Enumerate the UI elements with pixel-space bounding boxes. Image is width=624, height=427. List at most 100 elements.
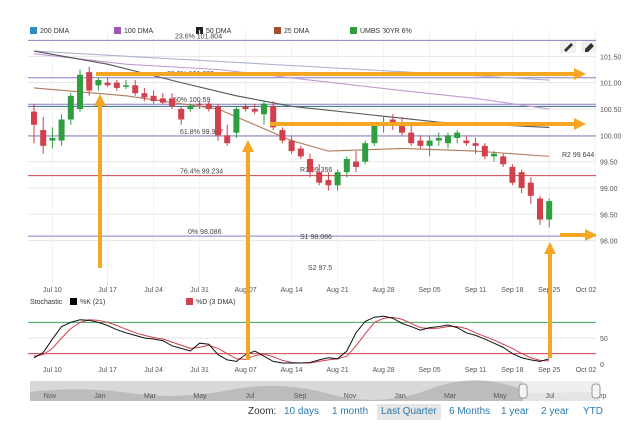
price-x-axis: Jul 10 Jul 17 Jul 24 Jul 31 Aug 07 Aug 14 Aug … bbox=[43, 287, 596, 294]
candle-body bbox=[215, 106, 221, 136]
candle-body bbox=[435, 137, 442, 141]
zoom-button-10-days[interactable]: 10 days bbox=[284, 406, 320, 417]
stochastic-panel: Stochastic %K (21) %D (3 DMA) 0 50 Jul 10 Jul … bbox=[28, 298, 608, 374]
zoom-button-1-year[interactable]: 1 year bbox=[501, 406, 529, 417]
candle-body bbox=[132, 85, 139, 94]
fib-level-label: 50% 100.59 bbox=[173, 97, 210, 104]
candle-body bbox=[343, 159, 350, 173]
stoch-x-tick-label: Aug 14 bbox=[281, 367, 303, 374]
candle-body bbox=[481, 145, 488, 157]
stoch-x-tick-label: Jul 24 bbox=[144, 367, 163, 374]
navigator-handle-left[interactable] bbox=[518, 383, 528, 399]
x-tick-label: Aug 28 bbox=[373, 287, 395, 294]
x-tick-label: Aug 14 bbox=[281, 287, 303, 294]
navigator-label: Jan bbox=[394, 393, 405, 400]
navigator[interactable]: NovJanMarMayJulSepNovJanMarMayJulSep bbox=[30, 380, 606, 401]
annotation-arrows bbox=[94, 68, 597, 360]
candle-body bbox=[178, 108, 185, 120]
stoch-x-tick-label: Sep 11 bbox=[465, 367, 487, 374]
candle-body bbox=[454, 132, 461, 138]
navigator-area bbox=[30, 380, 600, 401]
candle-body bbox=[169, 98, 175, 107]
legend-swatch bbox=[186, 298, 193, 305]
candle-body bbox=[251, 108, 258, 112]
pivot-label: R1 99.356 bbox=[300, 167, 332, 174]
candle-body bbox=[325, 180, 332, 186]
y-tick-label: 100.50 bbox=[600, 107, 622, 114]
candle-body bbox=[150, 95, 157, 102]
candle-body bbox=[288, 140, 295, 152]
stoch-d-line bbox=[33, 316, 550, 364]
candle-body bbox=[353, 161, 359, 167]
x-tick-label: Oct 02 bbox=[576, 287, 597, 294]
zoom-button-1-month[interactable]: 1 month bbox=[332, 406, 369, 417]
x-tick-label: Aug 07 bbox=[235, 287, 257, 294]
y-tick-label: 101.50 bbox=[600, 54, 622, 61]
navigator-label: May bbox=[493, 393, 507, 400]
stoch-x-tick-label: Jul 31 bbox=[190, 367, 209, 374]
zoom-button-6-months[interactable]: 6 Months bbox=[449, 406, 491, 417]
zoom-bar: Zoom: 10 days 1 month Last Quarter 6 Mon… bbox=[0, 403, 624, 422]
stoch-x-tick-label: Sep 05 bbox=[419, 367, 441, 374]
candle-body bbox=[40, 130, 47, 146]
x-tick-label: Jul 17 bbox=[98, 287, 117, 294]
stoch-x-tick-label: Aug 28 bbox=[373, 367, 395, 374]
stoch-x-tick-label: Aug 07 bbox=[235, 367, 257, 374]
candle-body bbox=[104, 82, 111, 86]
zoom-button-ytd[interactable]: YTD bbox=[583, 406, 603, 417]
zoom-button-last-quarter[interactable]: Last Quarter bbox=[377, 404, 441, 420]
legend-swatch bbox=[30, 27, 37, 34]
candle-body bbox=[261, 103, 267, 115]
candle-body bbox=[491, 153, 497, 157]
candle-body bbox=[527, 182, 534, 196]
fib-level-label: 23.6% 101.804 bbox=[175, 33, 222, 40]
legend-label: 200 DMA bbox=[40, 28, 70, 35]
eraser-icon[interactable] bbox=[581, 40, 597, 53]
legend-label: 25 DMA bbox=[284, 28, 310, 35]
price-y-axis: 101.50 101.00 100.50 100.00 99.50 99.00 98.50 9… bbox=[600, 54, 622, 245]
zoom-button-2-year[interactable]: 2 year bbox=[541, 406, 569, 417]
stoch-d-legend: %D (3 DMA) bbox=[196, 299, 235, 306]
candlesticks bbox=[31, 66, 553, 228]
navigator-label: Sep bbox=[294, 393, 307, 400]
candle-body bbox=[518, 172, 525, 188]
navigator-handle-right[interactable] bbox=[591, 383, 601, 399]
stoch-x-tick-label: Aug 21 bbox=[327, 367, 349, 374]
navigator-label: Mar bbox=[144, 393, 157, 400]
x-tick-label: Aug 21 bbox=[327, 287, 349, 294]
navigator-selection[interactable] bbox=[523, 381, 600, 401]
y-tick-label: 99.50 bbox=[600, 160, 618, 167]
candle-body bbox=[113, 82, 120, 88]
legend-swatch bbox=[350, 27, 357, 34]
candle-body bbox=[445, 135, 451, 144]
candle-body bbox=[205, 103, 212, 109]
pencil-icon[interactable] bbox=[560, 40, 576, 53]
moving-average-line bbox=[33, 87, 550, 157]
stoch-y-tick-label: 0 bbox=[600, 362, 604, 369]
candle-body bbox=[279, 130, 286, 141]
candle-body bbox=[67, 95, 74, 120]
x-tick-label: Jul 24 bbox=[144, 287, 163, 294]
candle-body bbox=[77, 74, 83, 109]
x-tick-label: Jul 10 bbox=[43, 287, 62, 294]
stoch-x-tick-label: Sep 25 bbox=[538, 367, 560, 374]
candle-body bbox=[58, 119, 65, 141]
candle-body bbox=[399, 122, 405, 133]
candle-body bbox=[86, 72, 93, 91]
x-tick-label: Jul 31 bbox=[190, 287, 209, 294]
candle-body bbox=[224, 135, 231, 144]
candle-body bbox=[417, 140, 424, 146]
pivot-label: S1 98.086 bbox=[300, 234, 332, 241]
navigator-label: Jan bbox=[94, 393, 105, 400]
legend-label: 100 DMA bbox=[124, 28, 154, 35]
drawing-toolbar bbox=[560, 40, 597, 53]
pivot-label: R2 99.644 bbox=[562, 152, 594, 159]
legend-swatch bbox=[70, 298, 77, 305]
candle-body bbox=[426, 140, 433, 146]
y-tick-label: 100.00 bbox=[600, 133, 622, 140]
candle-body bbox=[509, 166, 516, 183]
arrow-head bbox=[94, 94, 106, 106]
y-tick-label: 98.50 bbox=[600, 212, 618, 219]
candle-body bbox=[95, 80, 102, 86]
stoch-x-tick-label: Jul 17 bbox=[98, 367, 117, 374]
